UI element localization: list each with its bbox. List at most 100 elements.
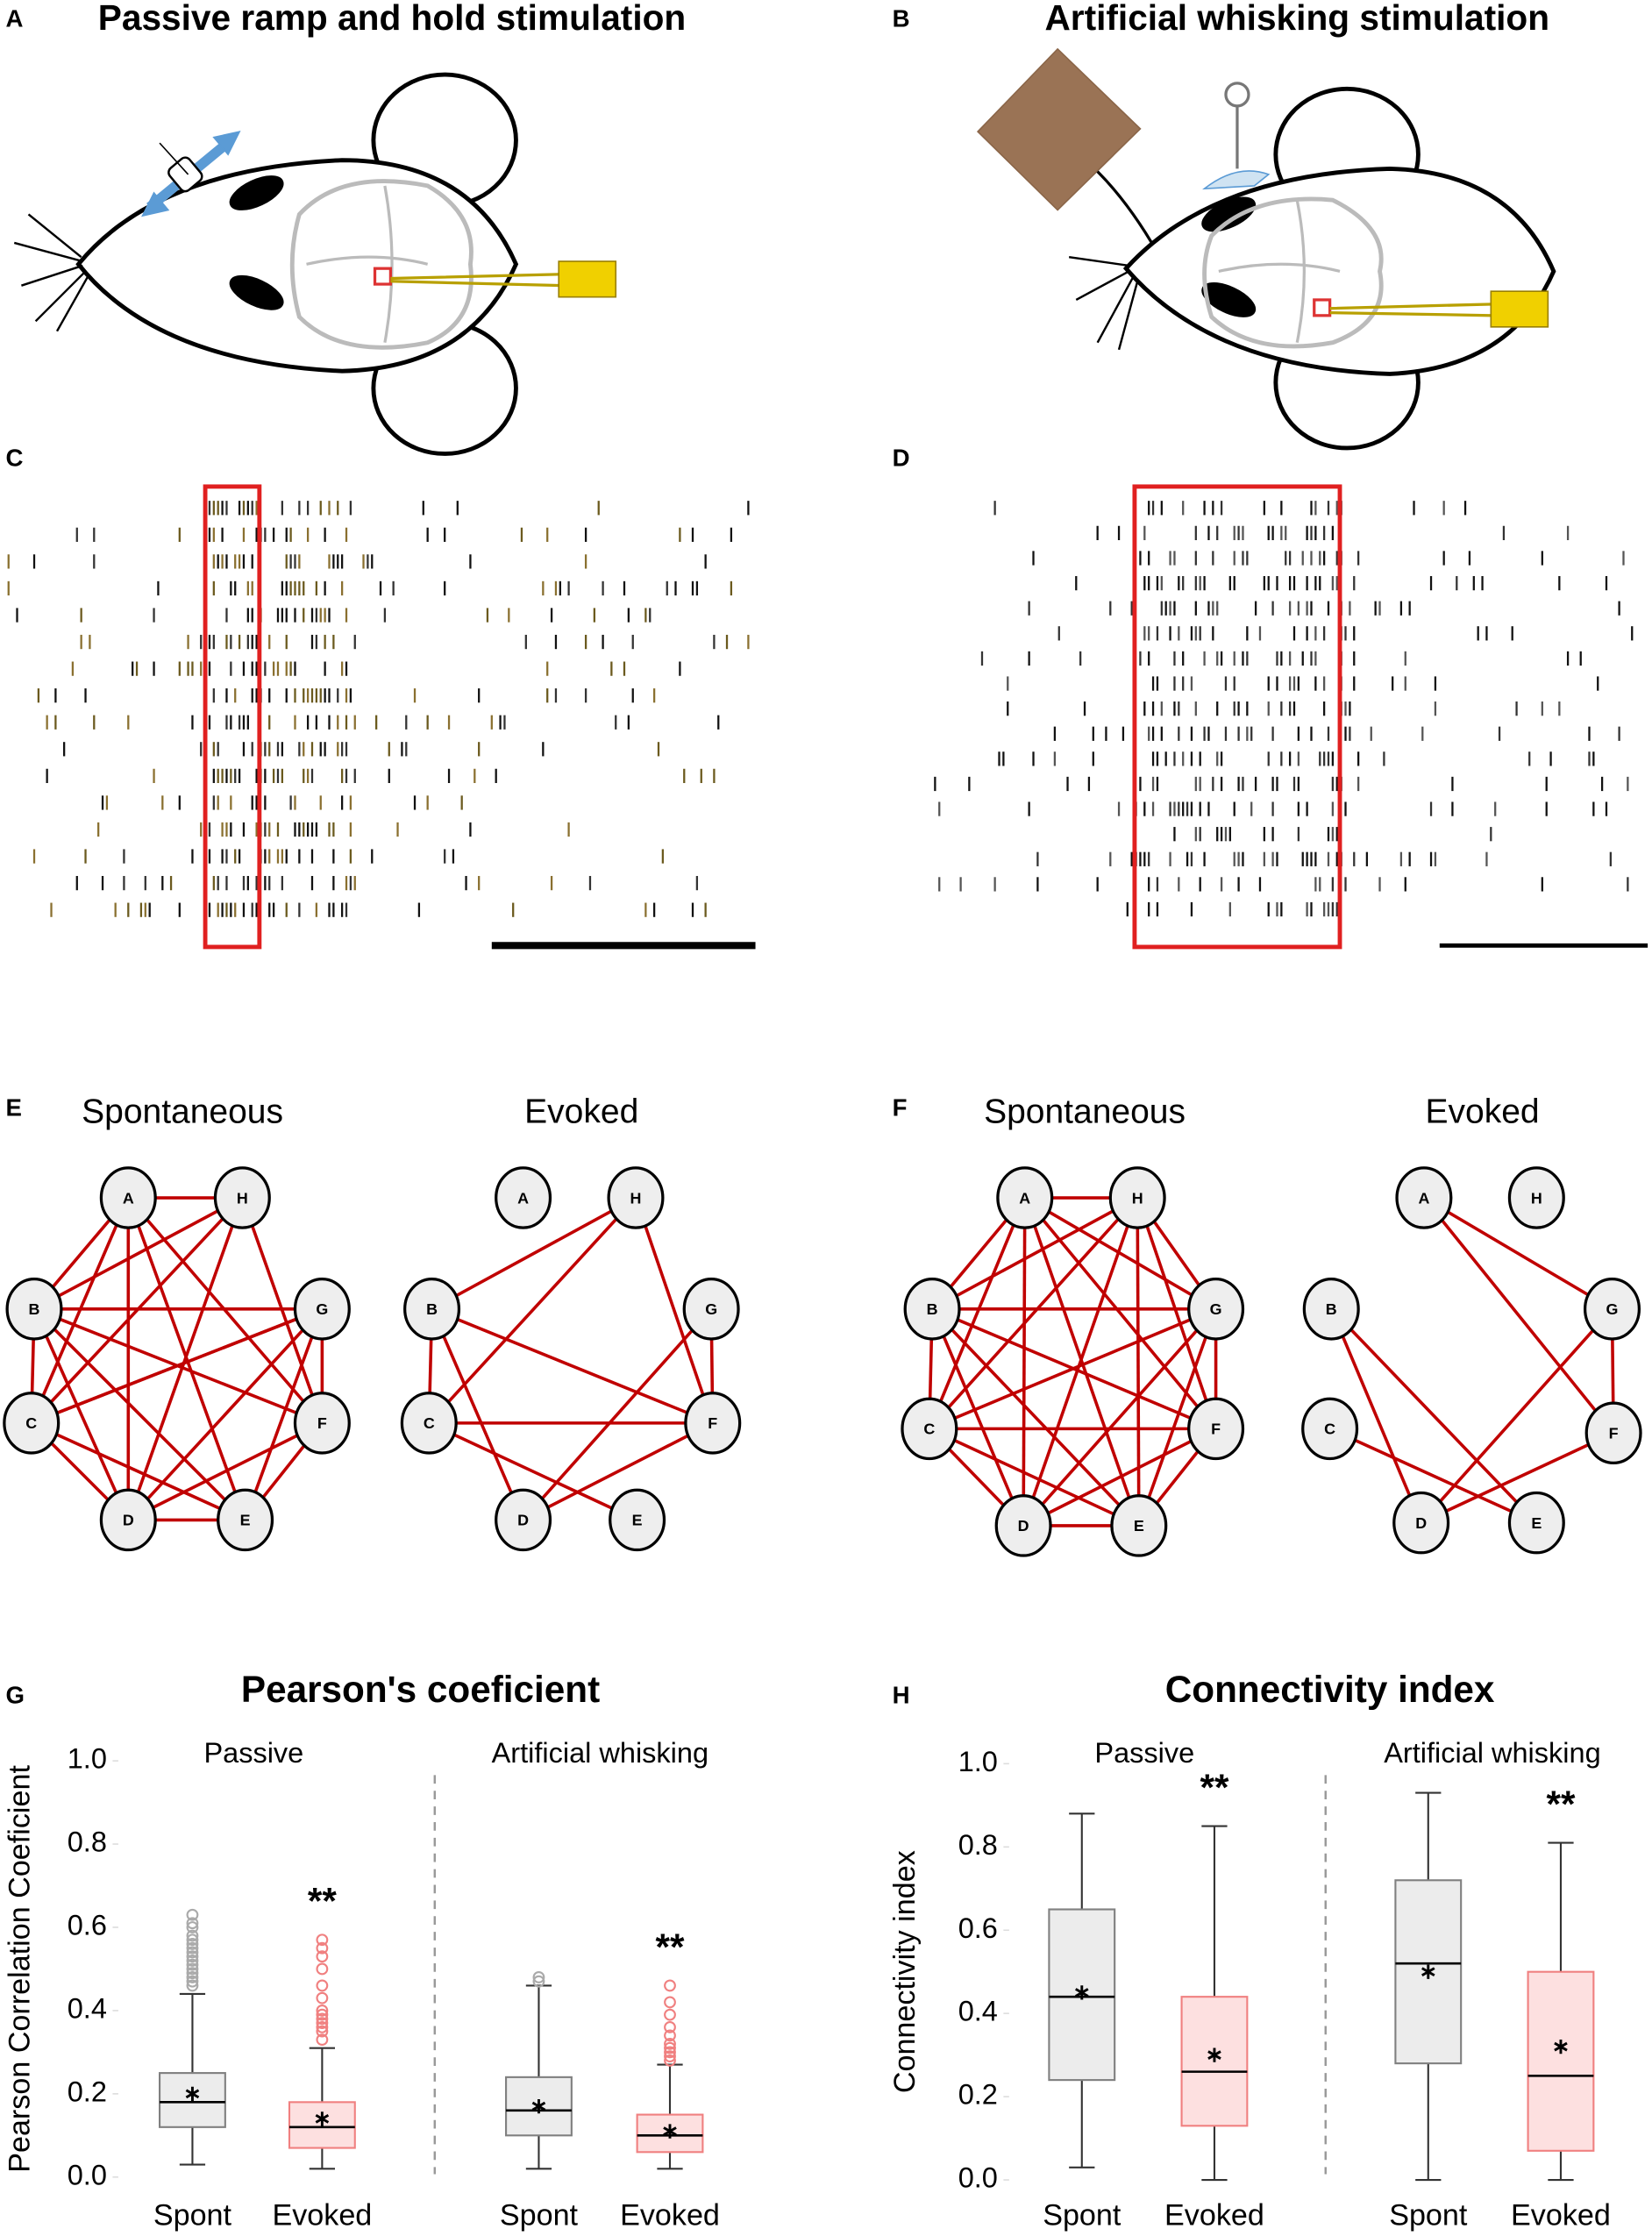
network-edge xyxy=(1136,1198,1141,1526)
network-edge xyxy=(243,1308,324,1521)
network-node xyxy=(293,1392,351,1455)
node-label: B xyxy=(29,1300,40,1318)
network-edge xyxy=(430,1308,525,1521)
outlier xyxy=(316,2012,329,2026)
network-node xyxy=(3,1392,61,1455)
y-tick-label: 0.0 xyxy=(958,2162,998,2194)
y-tick-label: 0.6 xyxy=(68,1910,107,1941)
node-label: H xyxy=(630,1189,642,1207)
mouse-illustration-b xyxy=(976,47,1556,451)
mean-marker xyxy=(185,2086,200,2101)
raster-plot-c xyxy=(7,501,750,917)
outlier xyxy=(186,1979,199,1992)
outlier xyxy=(316,2005,329,2017)
network-edge xyxy=(634,1197,715,1424)
panel-letter: E xyxy=(6,1094,22,1122)
network-node xyxy=(99,1488,157,1552)
outlier xyxy=(316,1950,329,1963)
mean-marker xyxy=(1207,2047,1221,2062)
outlier xyxy=(664,2050,676,2063)
outlier xyxy=(316,1962,329,1976)
network-edge xyxy=(32,1307,246,1521)
outlier xyxy=(664,2020,676,2033)
network-node xyxy=(5,1278,63,1341)
outlier xyxy=(664,2037,676,2050)
raster-plot-d xyxy=(934,501,1634,917)
network-edge xyxy=(522,1421,714,1521)
network-edge xyxy=(33,1196,244,1311)
chart-title: Connectivity index xyxy=(1165,1669,1495,1710)
network-edge xyxy=(126,1307,324,1521)
panel-title: Artificial whisking stimulation xyxy=(1044,0,1549,38)
network-node xyxy=(1392,1491,1450,1555)
y-tick-label: 0.8 xyxy=(68,1827,107,1858)
node-label: D xyxy=(517,1512,529,1529)
node-label: A xyxy=(1418,1189,1429,1207)
panel-letter: A xyxy=(6,5,24,32)
outlier xyxy=(186,1917,199,1930)
outlier xyxy=(186,1938,199,1950)
network-node xyxy=(213,1166,271,1229)
node-label: C xyxy=(923,1421,935,1438)
y-axis-label: Pearson Correlation Coeficient xyxy=(3,1765,36,2173)
panel-title: Passive ramp and hold stimulation xyxy=(98,0,686,38)
panel-letter: B xyxy=(893,5,910,32)
outlier xyxy=(186,1929,199,1942)
network-edge xyxy=(928,1197,1027,1430)
outlier xyxy=(316,1941,329,1955)
network-node xyxy=(1110,1494,1168,1557)
node-label: A xyxy=(517,1189,529,1207)
node-label: C xyxy=(1324,1421,1335,1438)
network-node xyxy=(1301,1397,1359,1461)
network-node xyxy=(684,1392,742,1455)
network-node xyxy=(1395,1166,1453,1229)
node-label: D xyxy=(1415,1514,1427,1532)
node-label: E xyxy=(240,1512,251,1529)
node-label: D xyxy=(123,1512,134,1529)
network-edge xyxy=(1022,1198,1027,1526)
network-edge xyxy=(1137,1308,1218,1527)
y-tick-label: 1.0 xyxy=(68,1743,107,1775)
node-label: C xyxy=(25,1414,37,1432)
x-tick-label: Spont xyxy=(1043,2198,1122,2232)
stimulus-window xyxy=(1132,484,1342,950)
outlier xyxy=(186,1958,199,1971)
outlier xyxy=(186,1921,199,1933)
node-label: B xyxy=(1326,1300,1337,1318)
network-edge xyxy=(522,1307,713,1521)
node-label: F xyxy=(1609,1425,1619,1442)
network-edge xyxy=(929,1307,1217,1431)
network-edge xyxy=(31,1421,246,1522)
network-edge xyxy=(31,1307,324,1425)
outlier xyxy=(186,1941,199,1955)
significance: ** xyxy=(656,1926,685,1968)
network-edge xyxy=(127,1421,324,1522)
significance: ** xyxy=(1200,1767,1229,1808)
outlier xyxy=(664,1996,676,2009)
network-node xyxy=(400,1392,458,1455)
network-edge xyxy=(1136,1197,1218,1429)
network-edge xyxy=(32,1308,130,1521)
outlier xyxy=(186,1967,199,1980)
outlier xyxy=(316,2017,329,2030)
y-tick-label: 0.4 xyxy=(958,1996,998,2027)
network-node xyxy=(1507,1166,1565,1229)
outlier xyxy=(664,1979,676,1992)
network-edge xyxy=(1023,1196,1217,1430)
network-node xyxy=(403,1278,461,1341)
network-node xyxy=(996,1166,1054,1229)
y-tick-label: 0.6 xyxy=(958,1912,998,1944)
x-tick-label: Spont xyxy=(500,2198,579,2232)
outlier xyxy=(186,1933,199,1947)
network-edge xyxy=(930,1307,1141,1527)
network-node xyxy=(609,1488,666,1552)
chart-title: Pearson's coeficient xyxy=(241,1669,600,1710)
network-node xyxy=(1187,1278,1245,1341)
node-label: A xyxy=(123,1189,134,1207)
node-label: G xyxy=(705,1300,717,1318)
y-tick-label: 1.0 xyxy=(958,1746,998,1777)
node-label: E xyxy=(1531,1514,1542,1532)
network-edge xyxy=(1022,1427,1217,1527)
group-label: Passive xyxy=(203,1737,303,1769)
node-label: E xyxy=(1134,1517,1144,1535)
